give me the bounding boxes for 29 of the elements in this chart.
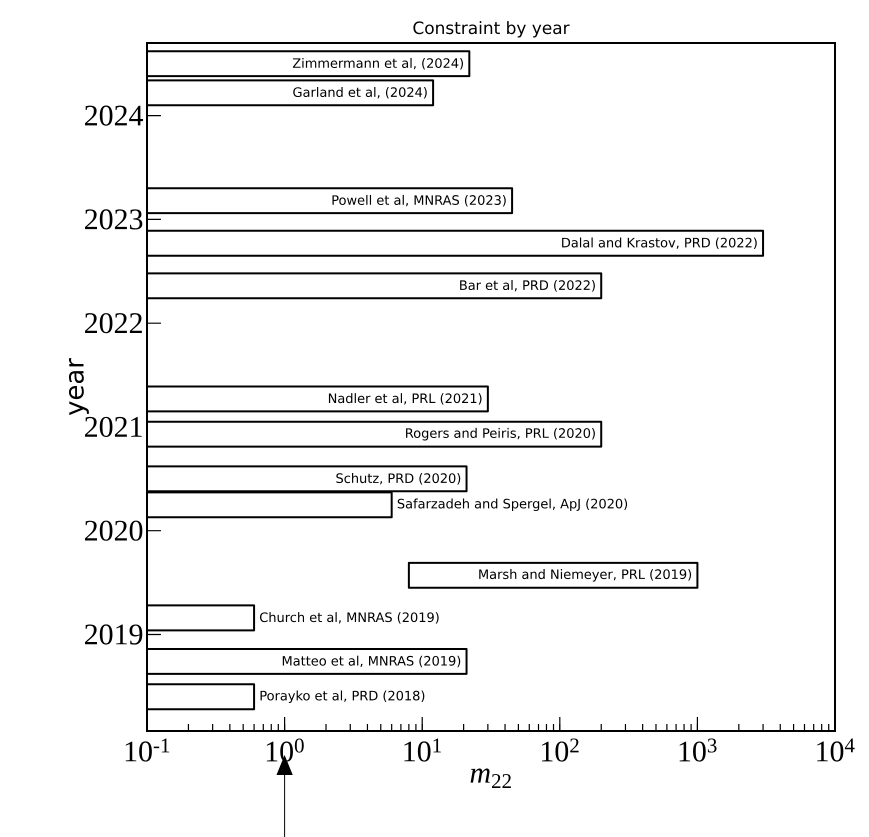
annotation: Safarzadeh and Spergel, ApJ (2020) <box>398 498 628 512</box>
x-tick-label: 10$^{4}$ <box>817 738 855 762</box>
x-axis-title: m$_{22}$ <box>470 768 511 788</box>
annotation: Porayko et al, PRD (2018) <box>260 690 424 704</box>
x-tick-label: 10$^{1}$ <box>404 738 441 762</box>
y-tick-label: 2023 <box>85 209 142 230</box>
x-tick-label: 10$^{2}$ <box>542 738 579 762</box>
y-tick-label: 2019 <box>85 624 142 645</box>
bar <box>408 562 698 589</box>
y-tick-label: 2024 <box>85 106 144 126</box>
annotation: Garland et al, (2024) <box>293 87 427 99</box>
y-tick-label: 2021 <box>85 416 142 438</box>
y-axis-title: year <box>68 358 89 416</box>
x-tick-label: 10$^{3}$ <box>680 738 717 762</box>
x-tick-label: 10$^{-1}$ <box>126 738 170 762</box>
annotation: Powell et al, MNRAS (2023) <box>332 194 506 206</box>
annotation: Zimmermann et al, (2024) <box>292 58 463 70</box>
annotation: Matteo et al, MNRAS (2019) <box>282 656 460 668</box>
chart-title: Constraint by year <box>413 21 570 38</box>
annotation: Rogers and Peiris, PRL (2020) <box>406 428 595 440</box>
annotation: Nadler et al, PRL (2021) <box>328 393 482 405</box>
annotation: Marsh and Niemeyer, PRL (2019) <box>479 569 692 582</box>
annotation: Church et al, MNRAS (2019) <box>260 612 439 624</box>
annotation: Schutz, PRD (2020) <box>336 473 460 485</box>
x-tick-label: 10$^{0}$ <box>266 738 304 762</box>
y-tick-label: 2022 <box>85 313 142 334</box>
y-tick-label: 2020 <box>85 520 142 541</box>
annotation: Bar et al, PRD (2022) <box>460 280 595 292</box>
annotation: Dalal and Krastov, PRD (2022) <box>562 237 757 250</box>
